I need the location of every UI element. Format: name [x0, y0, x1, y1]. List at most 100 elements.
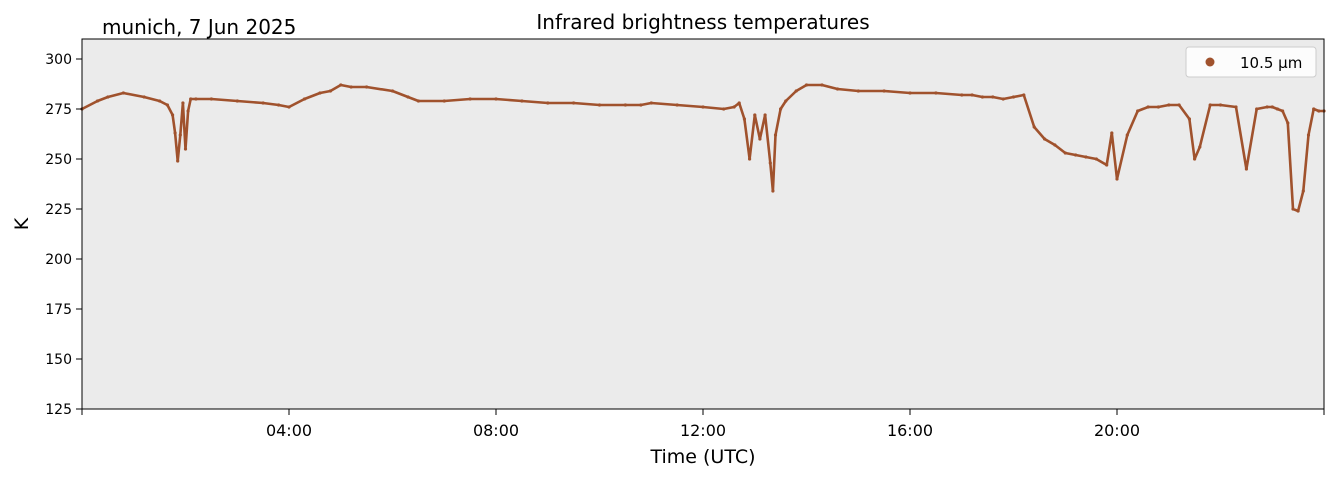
data-point: [1286, 121, 1290, 125]
data-point: [181, 101, 185, 105]
data-point: [649, 101, 653, 105]
data-point: [328, 89, 332, 93]
legend-marker: [1205, 57, 1215, 67]
data-point: [934, 91, 938, 95]
data-point: [722, 107, 726, 111]
data-point: [1291, 207, 1295, 211]
data-point: [318, 91, 322, 95]
data-point: [1208, 103, 1212, 107]
data-point: [1244, 167, 1248, 171]
data-point: [178, 133, 182, 137]
data-point: [742, 117, 747, 121]
data-point: [784, 99, 788, 103]
data-point: [186, 109, 190, 113]
data-point: [908, 91, 912, 95]
data-point: [158, 99, 162, 103]
data-point: [1074, 153, 1078, 157]
data-point: [442, 99, 446, 103]
data-point: [1146, 105, 1150, 109]
data-point: [416, 99, 420, 103]
data-point: [1296, 209, 1300, 213]
data-point: [991, 95, 995, 99]
y-tick-label: 150: [45, 352, 72, 368]
data-point: [1094, 157, 1098, 161]
data-point: [1198, 145, 1202, 149]
data-point: [960, 93, 964, 97]
data-point: [1312, 107, 1316, 111]
data-point: [856, 89, 860, 93]
data-point: [165, 103, 169, 107]
data-point: [1301, 189, 1305, 193]
location-date-label: munich, 7 Jun 2025: [102, 15, 296, 39]
data-point: [1032, 125, 1036, 129]
data-point: [287, 105, 291, 109]
data-point: [390, 89, 395, 93]
data-point: [349, 85, 353, 89]
data-point: [183, 147, 188, 151]
data-point: [882, 89, 886, 93]
y-tick-label: 125: [45, 402, 72, 418]
data-point: [1156, 105, 1160, 109]
data-point: [675, 103, 679, 107]
legend-box: [1185, 46, 1317, 78]
y-tick-label: 250: [45, 152, 72, 168]
data-point: [1234, 105, 1238, 109]
data-point: [623, 103, 628, 107]
data-point: [1167, 103, 1171, 107]
data-point: [1136, 109, 1140, 113]
x-tick-label: 08:00: [473, 421, 519, 440]
data-point: [1063, 151, 1067, 155]
data-point: [820, 83, 824, 87]
data-point: [1011, 95, 1016, 99]
data-point: [1275, 107, 1279, 111]
data-point: [639, 103, 643, 107]
y-tick-label: 175: [45, 302, 72, 318]
data-point: [1105, 163, 1109, 167]
data-point: [758, 137, 762, 141]
data-point: [1193, 157, 1197, 161]
data-point: [1022, 93, 1026, 97]
data-point: [1255, 107, 1259, 111]
legend-label: 10.5 µm: [1240, 54, 1302, 72]
data-point: [572, 101, 576, 105]
data-point: [748, 157, 752, 161]
data-point: [794, 89, 798, 93]
data-point: [365, 85, 369, 89]
data-point: [1084, 155, 1088, 159]
data-point: [1270, 105, 1274, 109]
data-point: [209, 97, 213, 101]
data-point: [737, 101, 741, 105]
data-point: [176, 159, 180, 163]
data-point: [494, 97, 498, 101]
data-point: [1053, 143, 1057, 147]
data-point: [980, 95, 985, 99]
data-point: [1001, 97, 1005, 101]
y-tick-label: 300: [45, 52, 72, 68]
y-axis-label: K: [11, 217, 33, 230]
data-point: [235, 99, 239, 103]
x-tick-label: 20:00: [1094, 421, 1140, 440]
y-tick-label: 200: [45, 252, 72, 268]
data-point: [768, 161, 772, 165]
data-point: [406, 95, 410, 99]
data-point: [261, 101, 265, 105]
data-point: [302, 97, 307, 101]
data-point: [835, 87, 840, 91]
data-point: [1317, 109, 1321, 113]
data-point: [1110, 131, 1114, 135]
data-point: [520, 99, 524, 103]
data-point: [121, 91, 125, 95]
data-point: [779, 107, 783, 111]
data-point: [753, 113, 757, 117]
data-point: [804, 83, 809, 87]
chart-title: Infrared brightness temperatures: [536, 10, 869, 34]
plot-background: [82, 39, 1324, 409]
data-point: [1218, 103, 1223, 107]
data-point: [970, 93, 974, 97]
data-point: [468, 97, 472, 101]
data-point: [732, 105, 736, 109]
data-point: [171, 113, 175, 117]
data-point: [106, 95, 110, 99]
data-point: [546, 101, 550, 105]
